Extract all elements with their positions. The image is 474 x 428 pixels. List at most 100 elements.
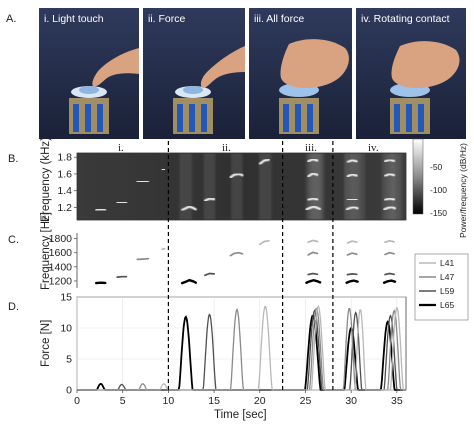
series-L65 [95,278,397,285]
panel-c-plot-area [77,233,406,288]
data-point-L47 [384,251,395,256]
panel-d-xtick-label: 25 [300,395,312,407]
touch-device-illustration [279,83,319,134]
panel-c-ytick-label: 1600 [49,247,73,259]
hand-illustration [391,41,460,88]
panel-c-ytick-label: 1800 [49,233,73,245]
spectral-peak [346,158,358,164]
panel-d-xtick-label: 35 [391,395,403,407]
spectral-peak [136,180,150,183]
spectral-peak [346,197,358,201]
photo-2: ii. Force [143,8,245,139]
panel-d-ylabel: Force [N] [40,320,52,367]
spectral-peak [346,173,358,178]
panel-d-xtick-label: 20 [254,395,266,407]
panel-d-xtick-label: 10 [163,395,175,407]
data-point-L59 [384,272,395,276]
photo-1-label: i. Light touch [44,13,104,25]
data-point-L41 [307,239,319,244]
spectral-band [312,153,325,220]
spectral-band [203,153,216,220]
panel-d-ytick-label: 5 [66,354,72,366]
panel-b-ylabel: Frequency (kHz) [40,137,52,222]
spectral-peak [307,197,319,201]
spectral-peak [307,172,319,178]
panel-c-ytick-label: 1200 [49,275,73,287]
spectral-peak [383,172,396,178]
spectrogram [76,152,407,221]
touch-device-illustration [173,86,213,134]
touch-device-illustration [69,86,109,134]
data-point-L41 [346,240,358,244]
panel-b-ytick-label: 1.8 [57,152,72,164]
spectral-band [179,153,192,220]
photo-1: i. Light touch [39,8,139,139]
legend-label: L41 [440,258,454,268]
photo-4: iv. Rotating contact [356,8,466,139]
spectral-band [231,153,243,220]
spectral-peak [345,205,359,211]
series-L41 [161,239,395,251]
spectral-peak [383,158,396,163]
section-label-i: i. [118,142,124,154]
spectral-band [343,153,355,220]
panel-d-ytick-label: 10 [60,323,72,335]
legend: L41 L47 L59 L65 [414,253,469,321]
data-point-L59 [204,272,215,277]
photo-3-label: iii. All force [254,13,304,25]
spectral-peak [383,205,397,211]
panel-d-ytick-label: 0 [66,385,72,397]
spectral-band [355,153,366,220]
panel-letter-b: B. [8,153,18,165]
section-label-ii: ii. [222,142,231,154]
colorbar-tick: -100 [430,185,447,195]
spectral-peak [305,205,322,211]
panel-d-xtick-label: 5 [120,395,126,407]
spectral-peak [307,158,319,163]
hand-illustration [280,39,349,88]
spectral-band [391,153,403,220]
data-point-L47 [307,251,319,256]
data-point-L47 [346,252,358,256]
data-point-L65 [382,279,397,284]
spectral-peak [95,208,107,212]
spectral-peak [258,158,270,165]
touch-device-illustration [390,83,430,134]
section-label-iii: iii. [305,142,317,154]
panel-d-ytick-label: 15 [60,292,72,304]
data-point-L41 [258,239,270,246]
panel-d-xtick-label: 15 [208,395,220,407]
panel-letter-a: A. [6,13,16,25]
spectral-peak [181,205,197,212]
panel-letter-c: C. [8,234,19,246]
data-point-L59 [307,272,319,276]
panel-c-ytick-label: 1400 [49,261,73,273]
panel-letter-d: D. [8,301,19,313]
spectral-peak [383,197,396,201]
data-point-L59 [346,273,358,276]
spectral-peak [203,197,216,202]
section-label-iv: iv. [368,142,379,154]
legend-label: L47 [440,272,454,282]
colorbar-label: Power/frequency (dB/Hz) [458,143,468,238]
panel-b-ytick-label: 1.6 [57,168,72,180]
photo-4-label: iv. Rotating contact [361,13,450,25]
colorbar-tick: -150 [430,208,447,218]
photo-2-label: ii. Force [148,13,186,25]
photo-3: iii. All force [249,8,352,139]
hand-illustration [200,46,245,88]
panel-b-ytick-label: 1.2 [57,202,72,214]
panel-c-ylabel: Frequency [Hz] [40,212,52,290]
data-point-L65 [345,279,359,284]
panel-d-xlabel: Time [sec] [214,409,267,421]
legend-label: L65 [440,300,454,310]
spectral-band [259,153,272,220]
spectral-peak [160,168,166,171]
legend-label: L59 [440,286,454,296]
data-point-L41 [384,239,395,244]
colorbar-tick: -50 [430,162,443,172]
data-point-L65 [180,278,197,285]
colorbar: -50 -100 -150 Power/frequency (dB/Hz) [412,138,468,238]
data-point-L47 [136,257,150,261]
